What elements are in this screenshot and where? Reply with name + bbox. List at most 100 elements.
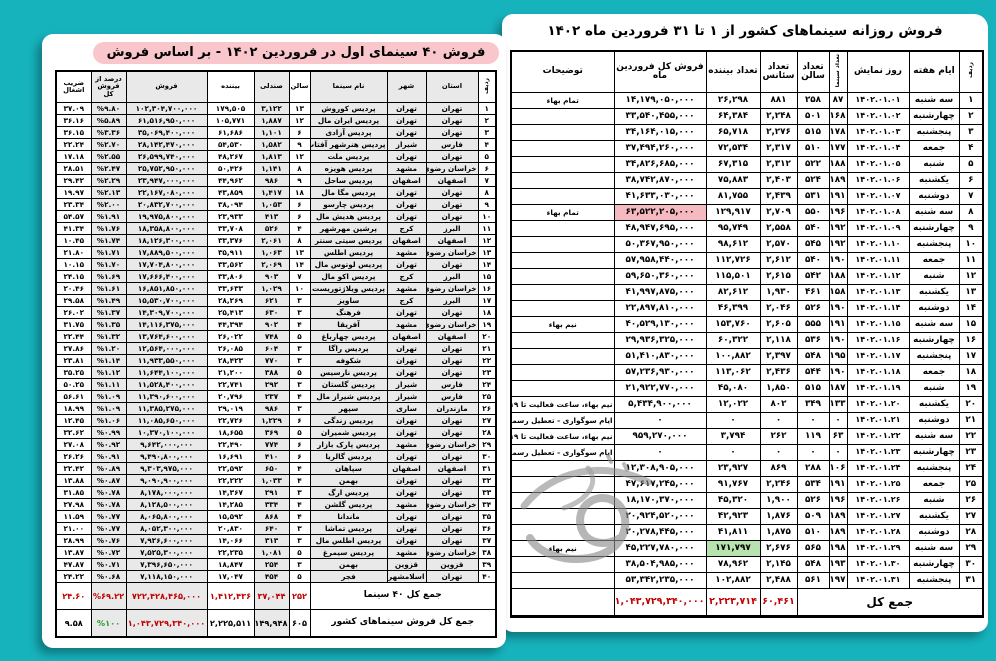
table-cell: ۴۴,۳۹۴ bbox=[206, 318, 255, 331]
column-header: درصد از فروش کل bbox=[90, 70, 127, 103]
table-cell bbox=[510, 476, 615, 493]
table-cell: ۱۹۱ bbox=[828, 476, 848, 493]
table-cell: تهران bbox=[425, 198, 479, 211]
table-cell: یکشنبه bbox=[908, 172, 960, 189]
column-header: بیننده bbox=[206, 70, 255, 103]
table-cell: ۲۲ bbox=[477, 354, 497, 367]
table-cell: ۱۹۰ bbox=[828, 300, 848, 317]
table-cell: ۳۵,۹۱۱ bbox=[206, 246, 255, 259]
column-header: فروش bbox=[125, 70, 208, 103]
table-cell: تهران bbox=[386, 474, 427, 487]
table-cell: ۱۴۰۲.۰۱.۱۳ bbox=[846, 284, 910, 301]
table-cell: ۴۱.۳۴ bbox=[55, 222, 92, 235]
table-row: ۱۵ سه شنبه ۱۴۰۲.۰۱.۱۵ ۱۹۱ ۵۵۵ ۲,۶۰۵ ۱۵۳,۷۶۰ ۴۰,… bbox=[510, 316, 984, 333]
table-cell: ۱۳.۸۸ bbox=[55, 474, 92, 487]
table-cell: ۵۱۰ bbox=[796, 140, 830, 157]
table-cell: ۱۴۰۲.۰۱.۰۶ bbox=[846, 172, 910, 189]
table-cell: ۵,۴۳۴,۹۰۰,۰۰۰ bbox=[613, 396, 707, 413]
table-row: ۱۳ خراسان رضوی مشهد پردیس اطلس ۱۳ ۱,۰۶۳ ۳۵,۹۱۱… bbox=[55, 246, 497, 259]
table-cell: پردیس ارگ bbox=[309, 486, 388, 499]
table-cell: ۵۱۵ bbox=[796, 380, 830, 397]
table-cell: ۴۱,۶۳۳,۰۳۰,۰۰۰ bbox=[613, 188, 707, 205]
table-cell: ۱۳,۷۶۴,۶۰۰,۰۰۰ bbox=[125, 330, 208, 343]
table-cell: ۱,۸۷۵ bbox=[759, 524, 798, 541]
total-label: جمع کل ۴۰ سینما bbox=[309, 582, 497, 610]
column-header: تعداد سالن bbox=[796, 50, 830, 93]
table-cell: ۱۵,۵۹۲ bbox=[206, 510, 255, 523]
table-cell: ۵۷,۹۵۸,۴۴۰,۰۰۰ bbox=[613, 252, 707, 269]
table-cell: ۲۹.۴۲ bbox=[55, 174, 92, 187]
table-cell: اصفهان bbox=[425, 234, 479, 247]
table-cell: ۰ bbox=[828, 444, 848, 461]
table-cell: ۲۴.۲۲ bbox=[55, 570, 92, 583]
table-cell: تهران bbox=[425, 210, 479, 223]
table-cell: تهران bbox=[386, 186, 427, 199]
table-cell: ۳ bbox=[288, 486, 311, 499]
table-cell: ۲۲.۴۲ bbox=[55, 462, 92, 475]
table-cell bbox=[510, 300, 615, 317]
table-cell: ۴ bbox=[288, 318, 311, 331]
table-cell: پردیس گلستان bbox=[309, 378, 388, 391]
table-cell: ۶۵,۷۱۸ bbox=[705, 124, 761, 141]
table-cell: ۳۳,۶۳۳ bbox=[206, 282, 255, 295]
table-cell: ۵۷,۲۳۶,۹۳۰,۰۰۰ bbox=[613, 364, 707, 381]
table-cell: ۱۴۰۲.۰۱.۱۹ bbox=[846, 380, 910, 397]
table-cell: %۱.۷۴ bbox=[90, 234, 127, 247]
table-cell: تهران bbox=[386, 486, 427, 499]
table-cell: پردیس گلشن bbox=[309, 498, 388, 511]
table-cell: ۴۰ bbox=[477, 570, 497, 583]
table-cell bbox=[510, 460, 615, 477]
table-cell: ۶۴,۳۸۴ bbox=[705, 108, 761, 125]
table-row: ۳۱ پنجشنبه ۱۴۰۲.۰۱.۳۱ ۱۹۷ ۵۶۱ ۲,۴۸۸ ۱۰۲,۸۸۲ ۵۳,… bbox=[510, 572, 984, 589]
table-cell: سپاهان bbox=[309, 462, 388, 475]
table-cell: ۲۲,۲۳۵ bbox=[206, 546, 255, 559]
table-cell: ۱۱۹ bbox=[796, 428, 830, 445]
table-cell: ۱۴,۳۶۷ bbox=[206, 486, 255, 499]
table-cell: قزوین bbox=[386, 558, 427, 571]
table-cell: جمعه bbox=[908, 364, 960, 381]
table-cell: ۳۷,۴۹۴,۲۶۰,۰۰۰ bbox=[613, 140, 707, 157]
table-cell: %۰.۹۱ bbox=[90, 450, 127, 463]
table-cell: ۳۷ bbox=[477, 534, 497, 547]
table-cell: شکوفه bbox=[309, 354, 388, 367]
table-row: ۲۱ تهران تهران پردیس راگا ۳ ۶۰۴ ۲۶,۰۸۵ ۱۲,۵۶۴,۰… bbox=[55, 342, 497, 355]
table-cell: ۱۹۶ bbox=[828, 492, 848, 509]
table-cell: ۱۳ bbox=[958, 284, 984, 301]
table-cell: ۲۸ bbox=[958, 524, 984, 541]
table-cell: ۱۸,۱۲۶,۳۰۰,۰۰۰ bbox=[125, 234, 208, 247]
table-cell: ۲۸.۵۱ bbox=[55, 162, 92, 175]
table-cell: ۱۴,۱۱۶,۳۷۵,۰۰۰ bbox=[125, 318, 208, 331]
table-cell: %۰.۷۱ bbox=[90, 558, 127, 571]
table-cell: ۱۲ bbox=[958, 268, 984, 285]
table-cell: پردیس ملت bbox=[309, 150, 388, 163]
table-cell: %۱.۰۶ bbox=[90, 414, 127, 427]
table-cell: ۱۹۶ bbox=[828, 204, 848, 221]
table-row: ۱۲ اصفهان اصفهان پردیس سیتی سنتر ۸ ۲,۰۶۱ ۳۳,۳۷… bbox=[55, 234, 497, 247]
table-cell: ۶۷,۳۱۵ bbox=[705, 156, 761, 173]
table-cell: ۱۵ bbox=[477, 270, 497, 283]
table-row: ۲۱ دوشنبه ۱۴۰۲.۰۱.۲۱ ۰ ۰ ۰ ۰ ۰ ایام سوگواری - تع… bbox=[510, 412, 984, 429]
table-cell: ۵۶۱ bbox=[796, 572, 830, 589]
table-cell: نیم بهاء bbox=[510, 540, 615, 557]
table-cell: ۲۳,۹۴۷,۰۰۰,۰۰۰ bbox=[125, 174, 208, 187]
table-cell: ۱۸ bbox=[477, 306, 497, 319]
table-cell: پنجشنبه bbox=[908, 348, 960, 365]
table-cell: ۷,۳۹۶,۶۵۰,۰۰۰ bbox=[125, 558, 208, 571]
table-cell: تهران bbox=[386, 306, 427, 319]
table-cell: ۶ bbox=[477, 162, 497, 175]
table-cell: ۸,۱۷۸,۰۰۰,۰۰۰ bbox=[125, 486, 208, 499]
table-cell: ۲,۶۰۵ bbox=[759, 316, 798, 333]
table-cell: ۴۱,۹۹۷,۸۷۵,۰۰۰ bbox=[613, 284, 707, 301]
table-cell: ۱ bbox=[958, 92, 984, 109]
table-cell: ۳۵.۲۵ bbox=[55, 366, 92, 379]
table-cell: ۹ bbox=[958, 220, 984, 237]
table-cell: ۶ bbox=[288, 210, 311, 223]
table-cell: ۲۲,۴۹۰ bbox=[206, 438, 255, 451]
table-row: ۱ سه شنبه ۱۴۰۲.۰۱.۰۱ ۸۷ ۲۵۸ ۸۸۱ ۲۶,۲۹۸ ۱۴,۱۷۹,۰… bbox=[510, 92, 984, 109]
table-cell: ۱۴۰۲.۰۱.۰۹ bbox=[846, 220, 910, 237]
table-cell: ۰ bbox=[796, 412, 830, 429]
table-cell: پردیس هدیش مال bbox=[309, 210, 388, 223]
table-cell: ۹ bbox=[477, 198, 497, 211]
table-cell: مازندران bbox=[425, 402, 479, 415]
table-cell: ۱۰ bbox=[958, 236, 984, 253]
